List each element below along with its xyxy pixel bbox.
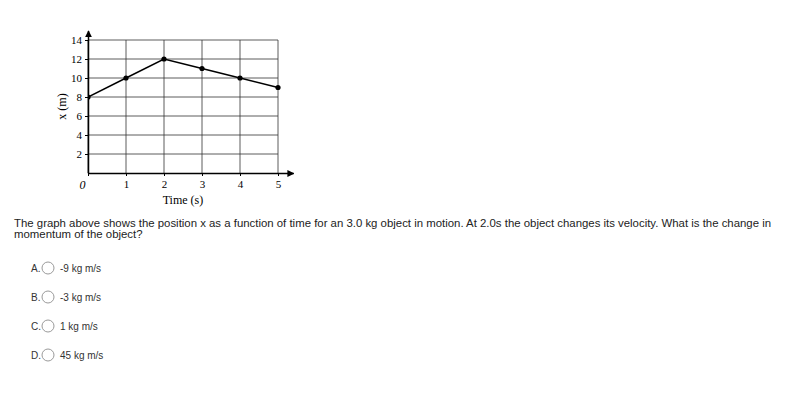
tick: 6 <box>77 110 89 122</box>
axis-line <box>89 173 294 175</box>
grid-line-x <box>240 40 241 173</box>
grid <box>88 40 278 173</box>
option-text: 1 kg m/s <box>60 321 98 332</box>
tick: 3 <box>200 173 206 190</box>
tick-label: 5 <box>276 178 282 190</box>
grid-line-x <box>278 40 279 173</box>
tick-mark <box>85 135 88 136</box>
grid-line-y <box>88 116 278 117</box>
tick-label: 2 <box>162 178 168 190</box>
radio-button[interactable] <box>42 291 54 303</box>
grid-line-y <box>88 40 278 41</box>
options: A. -9 kg m/s B. -3 kg m/s C. 1 kg m/s D. 45 kg … <box>31 262 103 361</box>
tick-label: 4 <box>238 178 244 190</box>
question-line: momentum of the object? <box>14 228 143 240</box>
option[interactable]: C. 1 kg m/s <box>31 320 98 332</box>
radio-button[interactable] <box>42 262 54 274</box>
tick-mark <box>202 173 203 176</box>
question: The graph above shows the position x as … <box>14 217 771 240</box>
option[interactable]: B. -3 kg m/s <box>31 291 101 303</box>
option-letter: A. <box>31 263 40 274</box>
tick-label: 3 <box>200 178 206 190</box>
radio-button[interactable] <box>42 349 54 361</box>
tick: 14 <box>71 34 88 46</box>
data-point <box>237 75 242 80</box>
tick-mark <box>278 173 279 176</box>
option[interactable]: D. 45 kg m/s <box>31 349 103 361</box>
data-point <box>199 66 204 71</box>
tick: 12 <box>71 53 88 65</box>
tick: 5 <box>276 173 282 190</box>
tick: 0 <box>80 173 89 192</box>
grid-line-y <box>88 135 278 136</box>
plot-area <box>88 56 281 99</box>
data-point <box>123 75 128 80</box>
data-point <box>161 56 166 61</box>
tick: 8 <box>77 91 89 103</box>
x-axis: 0 1 2 3 4 5 <box>80 173 294 192</box>
grid-line-y <box>88 97 278 98</box>
tick: 4 <box>77 129 89 141</box>
y-axis: 2 4 6 8 10 12 14 <box>71 31 89 174</box>
tick: 10 <box>71 72 88 84</box>
tick-label: 8 <box>77 91 83 103</box>
option-text: -9 kg m/s <box>60 263 101 274</box>
tick: 2 <box>162 173 168 190</box>
grid-line-y <box>88 59 278 60</box>
radio-button[interactable] <box>42 320 54 332</box>
tick-label: 0 <box>80 178 86 192</box>
tick-mark <box>85 78 88 79</box>
tick-label: 6 <box>77 110 83 122</box>
tick: 1 <box>124 173 130 190</box>
option-letter: D. <box>31 350 41 361</box>
x-axis-title: Time (s) <box>163 193 204 207</box>
tick-mark <box>85 40 88 41</box>
data-point <box>275 85 280 90</box>
y-axis-title: x (m) <box>55 93 69 119</box>
data-point <box>88 94 91 99</box>
option-letter: B. <box>31 292 40 303</box>
tick-label: 4 <box>77 129 83 141</box>
grid-line-y <box>88 154 278 155</box>
tick-mark <box>240 173 241 176</box>
tick-label: 2 <box>77 148 83 160</box>
axis-line <box>88 31 90 174</box>
tick: 4 <box>238 173 244 190</box>
tick: 2 <box>77 148 89 160</box>
data-line <box>88 59 278 97</box>
tick-label: 14 <box>71 34 83 46</box>
tick-mark <box>85 154 88 155</box>
option[interactable]: A. -9 kg m/s <box>31 262 101 274</box>
option-text: -3 kg m/s <box>60 292 101 303</box>
option-letter: C. <box>31 321 41 332</box>
grid-line-x <box>126 40 127 173</box>
tick-mark <box>126 173 127 176</box>
tick-mark <box>85 59 88 60</box>
tick-mark <box>85 97 88 98</box>
tick-label: 12 <box>71 53 82 65</box>
option-text: 45 kg m/s <box>60 350 103 361</box>
tick-mark <box>85 116 88 117</box>
tick-label: 10 <box>71 72 83 84</box>
grid-line-y <box>88 78 278 79</box>
page: 0123452468101214Time (s)x (m)The graph a… <box>0 0 789 398</box>
tick-label: 1 <box>124 178 130 190</box>
tick-mark <box>164 173 165 176</box>
grid-line-x <box>202 40 203 173</box>
